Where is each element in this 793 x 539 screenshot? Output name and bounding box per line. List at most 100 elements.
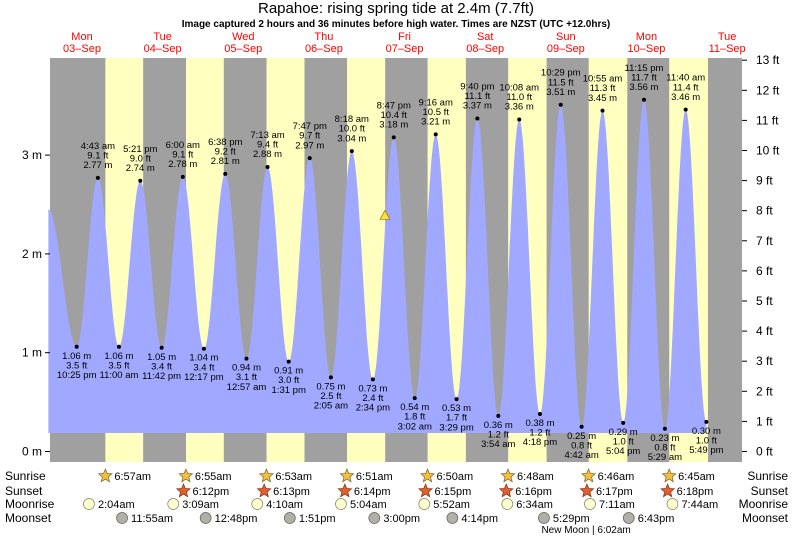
moonrise-time: 7:11am xyxy=(599,499,635,511)
ytick-label-ft: 13 ft xyxy=(756,53,780,67)
low-tide-label: 10:25 pm xyxy=(57,370,97,381)
low-tide-point xyxy=(537,411,542,416)
day-date: 04–Sep xyxy=(144,43,182,55)
high-tide-label: 10:55 am xyxy=(583,74,623,85)
moonrise-icon xyxy=(335,498,347,510)
moonrise-time: 7:44am xyxy=(681,499,718,511)
low-tide-label: 0.53 m xyxy=(442,403,471,414)
low-tide-label: 5:04 pm xyxy=(606,446,640,457)
day-date: 08–Sep xyxy=(466,43,504,55)
high-tide-label: 3.21 m xyxy=(421,117,450,128)
low-tide-point xyxy=(579,424,584,429)
low-tide-label: 1.0 ft xyxy=(696,435,717,446)
high-tide-label: 2.77 m xyxy=(83,160,112,171)
sunrise-time: 6:57am xyxy=(114,471,151,483)
ytick-label-ft: 5 ft xyxy=(756,294,773,308)
day-name: Thu xyxy=(314,31,333,43)
sunrise-icon xyxy=(339,468,355,483)
high-tide-label: 7:47 pm xyxy=(293,121,327,132)
high-tide-label: 2.88 m xyxy=(253,149,282,160)
sunset-icon xyxy=(337,483,353,498)
low-tide-point xyxy=(244,356,249,361)
low-tide-label: 1.2 ft xyxy=(529,428,550,439)
high-tide-point xyxy=(265,164,270,169)
low-tide-label: 0.36 m xyxy=(484,420,513,431)
high-tide-label: 10.5 ft xyxy=(422,107,449,118)
moonset-icon xyxy=(538,512,550,524)
high-tide-label: 11.3 ft xyxy=(590,83,616,94)
ytick-label-ft: 4 ft xyxy=(756,324,773,338)
low-tide-label: 0.73 m xyxy=(358,383,387,394)
ytick-label-ft: 9 ft xyxy=(756,174,773,188)
low-tide-label: 3:29 pm xyxy=(439,422,473,433)
moonset-icon xyxy=(622,512,635,524)
high-tide-point xyxy=(558,102,563,107)
sunrise-time: 6:50am xyxy=(437,471,474,483)
low-tide-point xyxy=(454,397,459,402)
low-tide-point xyxy=(412,396,417,401)
row-label-left: Moonset xyxy=(5,511,52,525)
high-tide-label: 9.7 ft xyxy=(299,131,320,142)
day-date: 05–Sep xyxy=(224,43,262,55)
sunrise-icon xyxy=(661,468,677,483)
day-name: Fri xyxy=(398,31,411,43)
day-name: Sat xyxy=(477,31,494,43)
low-tide-point xyxy=(621,420,626,425)
high-tide-label: 3.18 m xyxy=(379,120,408,131)
sunrise-time: 6:55am xyxy=(195,471,232,483)
moonrise-time: 5:52am xyxy=(433,499,470,511)
sunset-icon xyxy=(256,483,272,498)
sunrise-icon xyxy=(258,468,274,483)
high-tide-label: 11.5 ft xyxy=(548,77,574,88)
high-tide-label: 11.7 ft xyxy=(631,72,657,83)
high-tide-label: 3.04 m xyxy=(337,133,366,144)
row-label-right: Moonrise xyxy=(739,497,789,511)
low-tide-label: 5:29 am xyxy=(648,452,682,463)
low-tide-label: 0.8 ft xyxy=(654,442,675,453)
sunrise-icon xyxy=(420,468,436,483)
sunrise-time: 6:51am xyxy=(356,471,393,483)
low-tide-label: 4:42 am xyxy=(564,450,598,461)
sunset-icon xyxy=(175,483,191,498)
ytick-label-m: 3 m xyxy=(22,148,42,162)
day-name: Tue xyxy=(718,31,737,43)
moonset-icon xyxy=(116,512,128,524)
moonset-icon xyxy=(199,512,212,524)
sunset-time: 6:12pm xyxy=(192,486,229,498)
tide-curve xyxy=(48,99,707,434)
high-tide-label: 11.1 ft xyxy=(465,91,491,102)
day-date: 03–Sep xyxy=(63,43,101,55)
low-tide-label: 3.5 ft xyxy=(66,360,87,371)
day-date: 07–Sep xyxy=(386,43,424,55)
day-date: 06–Sep xyxy=(305,43,343,55)
high-tide-point xyxy=(138,178,143,183)
high-tide-label: 10:29 pm xyxy=(541,68,581,79)
low-tide-label: 2:05 am xyxy=(314,401,348,412)
moonrise-icon xyxy=(501,498,514,510)
day-name: Sun xyxy=(556,31,576,43)
sunrise-time: 6:48am xyxy=(517,471,554,483)
sunset-icon xyxy=(418,483,434,498)
high-tide-label: 9.1 ft xyxy=(87,150,108,161)
row-label-right: Moonset xyxy=(742,511,789,525)
ytick-label-ft: 3 ft xyxy=(756,354,773,368)
moonrise-time: 6:34am xyxy=(516,499,553,511)
low-tide-label: 3:02 am xyxy=(398,421,432,432)
ytick-label-ft: 6 ft xyxy=(756,264,773,278)
low-tide-label: 0.38 m xyxy=(525,418,554,429)
ytick-label-ft: 10 ft xyxy=(756,144,780,158)
row-label-right: Sunrise xyxy=(747,469,788,483)
high-tide-label: 9.2 ft xyxy=(215,146,236,157)
high-tide-point xyxy=(180,174,185,179)
moonset-time: 5:29pm xyxy=(553,513,590,525)
day-labels: Mon03–SepTue04–SepWed05–SepThu06–SepFri0… xyxy=(63,31,746,55)
low-tide-label: 1.2 ft xyxy=(488,430,509,441)
sunset-icon xyxy=(660,483,676,498)
moonset-icon xyxy=(446,512,459,524)
sunrise-time: 6:45am xyxy=(678,471,715,483)
sunset-time: 6:15pm xyxy=(435,486,472,498)
high-tide-label: 8:47 pm xyxy=(377,100,411,111)
ytick-label-m: 1 m xyxy=(22,346,42,360)
high-tide-label: 4:43 am xyxy=(81,141,115,152)
